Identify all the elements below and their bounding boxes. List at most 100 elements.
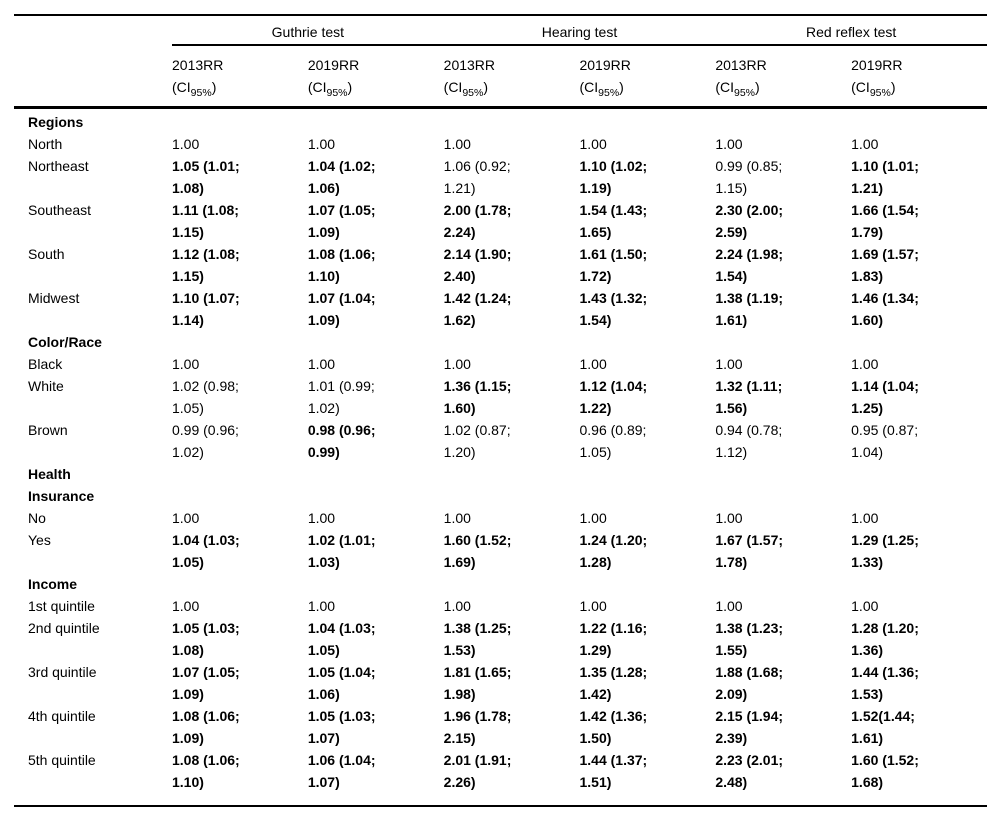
value-cell: 1.08 (1.06; 1.10) <box>172 751 240 790</box>
value-cell: 1.07 (1.04; 1.09) <box>307 289 376 328</box>
year-rr-label: 2019RR <box>579 57 631 73</box>
year-rr-label: 2013RR <box>443 57 496 73</box>
value-cell: 1.00 <box>307 355 336 372</box>
value-cell: 1.06 (1.04; 1.07) <box>307 751 376 790</box>
section-filler <box>172 107 987 133</box>
ci95-label: (CI95%) <box>307 79 353 99</box>
row-label: 3rd quintile <box>28 663 97 680</box>
ci95-subscript: 95% <box>733 86 755 99</box>
table-header: Guthrie test Hearing test Red reflex tes… <box>14 15 987 109</box>
row-label: Yes <box>28 531 51 548</box>
value-cell: 1.35 (1.28; 1.42) <box>579 663 648 702</box>
ci95-subscript: 95% <box>462 86 484 99</box>
value-cell: 1.00 <box>851 135 879 152</box>
section-label: Income <box>28 575 78 592</box>
value-cell: 1.12 (1.04; 1.22) <box>579 377 648 416</box>
value-cell: 1.00 <box>715 597 743 614</box>
year-rr-label: 2019RR <box>851 57 903 73</box>
value-cell: 1.14 (1.04; 1.25) <box>851 377 919 416</box>
value-cell: 1.29 (1.25; 1.33) <box>851 531 919 570</box>
value-cell: 0.94 (0.78; 1.12) <box>715 421 783 460</box>
value-cell: 1.88 (1.68; 2.09) <box>715 663 784 702</box>
ci95-subscript: 95% <box>326 86 348 99</box>
corner-cell <box>14 15 172 45</box>
value-cell: 1.32 (1.11; 1.56) <box>715 377 783 416</box>
table-row: North 1.00 1.00 1.00 1.00 1.00 1.00 <box>14 133 987 155</box>
table-row: 1st quintile 1.00 1.00 1.00 1.00 1.00 1.00 <box>14 595 987 617</box>
row-label: White <box>28 377 64 394</box>
value-cell: 0.95 (0.87; 1.04) <box>851 421 919 460</box>
table-row: Yes 1.04 (1.03; 1.05) 1.02 (1.01; 1.03) 1.6… <box>14 529 987 573</box>
row-label: Midwest <box>28 289 80 306</box>
year-rr-label: 2013RR <box>172 57 224 73</box>
group-header-guthrie-test: Guthrie test <box>172 15 444 46</box>
value-cell: 1.00 <box>443 355 471 372</box>
ci95-label: (CI95%) <box>579 79 624 99</box>
column-header-2: 2019RR (CI95%) <box>307 45 444 109</box>
value-cell: 1.05 (1.04; 1.06) <box>307 663 376 702</box>
value-cell: 1.02 (1.01; 1.03) <box>307 531 376 570</box>
value-cell: 1.00 <box>715 509 743 526</box>
value-cell: 1.38 (1.23; 1.55) <box>715 619 784 658</box>
value-cell: 1.00 <box>443 509 471 526</box>
value-cell: 1.38 (1.19; 1.61) <box>715 289 784 328</box>
value-cell: 1.00 <box>579 597 607 614</box>
corner-cell-2 <box>14 45 172 109</box>
group-header-row: Guthrie test Hearing test Red reflex tes… <box>14 15 987 46</box>
value-cell: 0.98 (0.96; 0.99) <box>307 421 376 460</box>
table-row: Northeast 1.05 (1.01; 1.08) 1.04 (1.02; 1.… <box>14 155 987 199</box>
value-cell: 1.36 (1.15; 1.60) <box>443 377 512 416</box>
value-cell: 1.38 (1.25; 1.53) <box>443 619 512 658</box>
table-row: South 1.12 (1.08; 1.15) 1.08 (1.06; 1.10) 2… <box>14 243 987 287</box>
value-cell: 1.00 <box>715 135 743 152</box>
value-cell: 1.42 (1.36; 1.50) <box>579 707 648 746</box>
row-label: Southeast <box>28 201 92 218</box>
value-cell: 1.66 (1.54; 1.79) <box>851 201 919 240</box>
value-cell: 1.00 <box>579 509 607 526</box>
ci95-subscript: 95% <box>190 86 212 99</box>
table-row: 5th quintile 1.08 (1.06; 1.10) 1.06 (1.04;… <box>14 749 987 806</box>
row-label: 5th quintile <box>28 751 96 768</box>
value-cell: 1.05 (1.03; 1.08) <box>172 619 240 658</box>
table-row: 2nd quintile 1.05 (1.03; 1.08) 1.04 (1.03;… <box>14 617 987 661</box>
column-header-4: 2019RR (CI95%) <box>579 45 716 109</box>
value-cell: 1.42 (1.24; 1.62) <box>443 289 512 328</box>
value-cell: 1.06 (0.92; 1.21) <box>443 157 511 196</box>
column-header-1: 2013RR (CI95%) <box>172 45 308 109</box>
section-filler <box>172 463 987 507</box>
value-cell: 1.11 (1.08; 1.15) <box>172 201 239 240</box>
ci95-subscript: 95% <box>598 86 620 99</box>
value-cell: 1.46 (1.34; 1.60) <box>851 289 919 328</box>
value-cell: 1.07 (1.05; 1.09) <box>307 201 376 240</box>
value-cell: 1.00 <box>851 355 879 372</box>
value-cell: 1.69 (1.57; 1.83) <box>851 245 919 284</box>
row-label: 4th quintile <box>28 707 96 724</box>
section-label: Color/Race <box>28 333 102 350</box>
section-row: Color/Race <box>14 331 987 353</box>
value-cell: 1.08 (1.06; 1.10) <box>307 245 376 284</box>
table-row: Brown 0.99 (0.96; 1.02) 0.98 (0.96; 0.99) 1… <box>14 419 987 463</box>
row-label: North <box>28 135 63 152</box>
value-cell: 1.44 (1.36; 1.53) <box>851 663 919 702</box>
value-cell: 2.01 (1.91; 2.26) <box>443 751 512 790</box>
value-cell: 1.00 <box>172 355 200 372</box>
value-cell: 1.60 (1.52; 1.68) <box>851 751 919 790</box>
value-cell: 1.00 <box>715 355 743 372</box>
row-label: Black <box>28 355 63 372</box>
value-cell: 0.99 (0.96; 1.02) <box>172 421 239 460</box>
row-label: Northeast <box>28 157 89 174</box>
value-cell: 0.96 (0.89; 1.05) <box>579 421 647 460</box>
table-row: 3rd quintile 1.07 (1.05; 1.09) 1.05 (1.04;… <box>14 661 987 705</box>
value-cell: 1.02 (0.87; 1.20) <box>443 421 511 460</box>
section-row: Income <box>14 573 987 595</box>
value-cell: 2.14 (1.90; 2.40) <box>443 245 512 284</box>
year-rr-label: 2013RR <box>715 57 767 73</box>
table-row: No 1.00 1.00 1.00 1.00 1.00 1.00 <box>14 507 987 529</box>
value-cell: 1.60 (1.52; 1.69) <box>443 531 512 570</box>
value-cell: 1.81 (1.65; 1.98) <box>443 663 512 702</box>
value-cell: 1.24 (1.20; 1.28) <box>579 531 648 570</box>
value-cell: 1.67 (1.57; 1.78) <box>715 531 784 570</box>
section-filler <box>172 331 987 353</box>
value-cell: 2.30 (2.00; 2.59) <box>715 201 784 240</box>
